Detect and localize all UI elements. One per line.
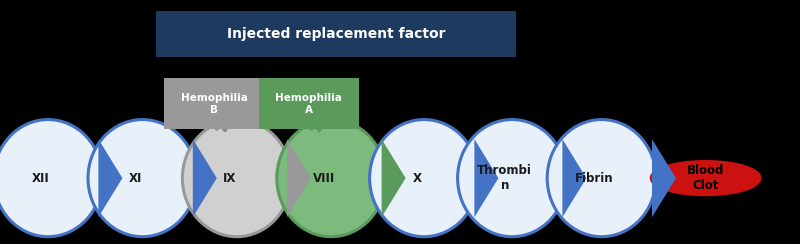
PathPatch shape — [562, 139, 586, 217]
Text: VIII: VIII — [313, 172, 335, 185]
Text: Hemophilia
B: Hemophilia B — [181, 93, 248, 114]
Text: Thrombi
n: Thrombi n — [478, 164, 532, 192]
Text: Blood
Clot: Blood Clot — [687, 164, 724, 192]
Text: Injected replacement factor: Injected replacement factor — [226, 27, 446, 41]
Text: X: X — [412, 172, 422, 185]
Ellipse shape — [182, 120, 291, 237]
Ellipse shape — [88, 120, 197, 237]
FancyBboxPatch shape — [165, 78, 265, 129]
Text: XI: XI — [129, 172, 142, 185]
PathPatch shape — [98, 139, 122, 217]
Ellipse shape — [370, 120, 478, 237]
Ellipse shape — [0, 120, 102, 237]
PathPatch shape — [287, 139, 311, 217]
Text: IX: IX — [223, 172, 236, 185]
Ellipse shape — [547, 120, 656, 237]
PathPatch shape — [652, 139, 676, 217]
Ellipse shape — [458, 120, 566, 237]
PathPatch shape — [382, 139, 406, 217]
Text: Fibrin: Fibrin — [575, 172, 614, 185]
Ellipse shape — [277, 120, 386, 237]
Text: XII: XII — [32, 172, 50, 185]
PathPatch shape — [474, 139, 498, 217]
Circle shape — [651, 162, 760, 195]
FancyBboxPatch shape — [259, 78, 358, 129]
PathPatch shape — [193, 139, 217, 217]
FancyBboxPatch shape — [156, 11, 516, 57]
Text: Hemophilia
A: Hemophilia A — [275, 93, 342, 114]
